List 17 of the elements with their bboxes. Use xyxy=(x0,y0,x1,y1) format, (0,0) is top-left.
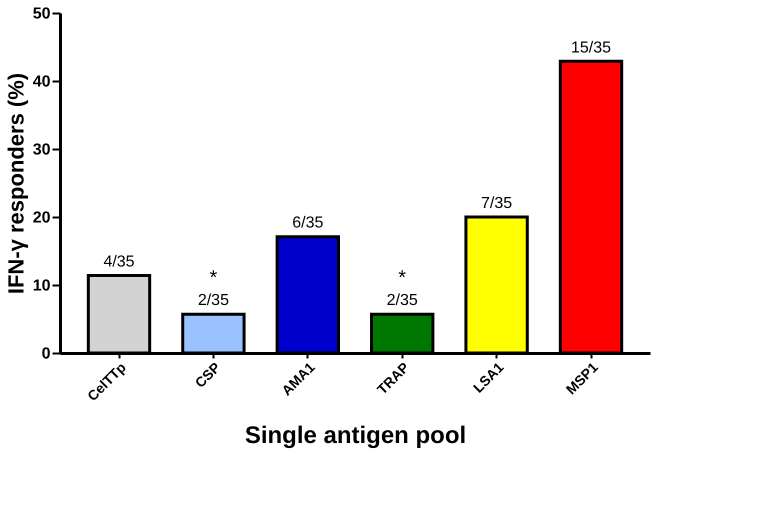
data-label: 2/35 xyxy=(198,292,230,310)
y-axis-title: IFN-γ responders (%) xyxy=(4,72,29,294)
data-label: 4/35 xyxy=(103,253,135,270)
annotation: * xyxy=(398,267,406,290)
y-tick-label: 0 xyxy=(42,346,51,362)
annotation: * xyxy=(210,267,218,290)
data-label: 7/35 xyxy=(481,195,512,212)
y-tick-label: 10 xyxy=(32,278,51,294)
data-label: 15/35 xyxy=(570,39,612,56)
y-tick-label: 30 xyxy=(32,142,51,158)
x-axis-title: Single antigen pool xyxy=(244,422,466,449)
y-tick-label: 50 xyxy=(32,6,51,22)
y-tick-label: 20 xyxy=(32,210,51,226)
data-label: 6/35 xyxy=(292,214,324,232)
x-tick-label: CSP xyxy=(192,359,224,391)
data-label: 2/35 xyxy=(386,292,418,310)
y-tick-label: 40 xyxy=(32,74,51,90)
